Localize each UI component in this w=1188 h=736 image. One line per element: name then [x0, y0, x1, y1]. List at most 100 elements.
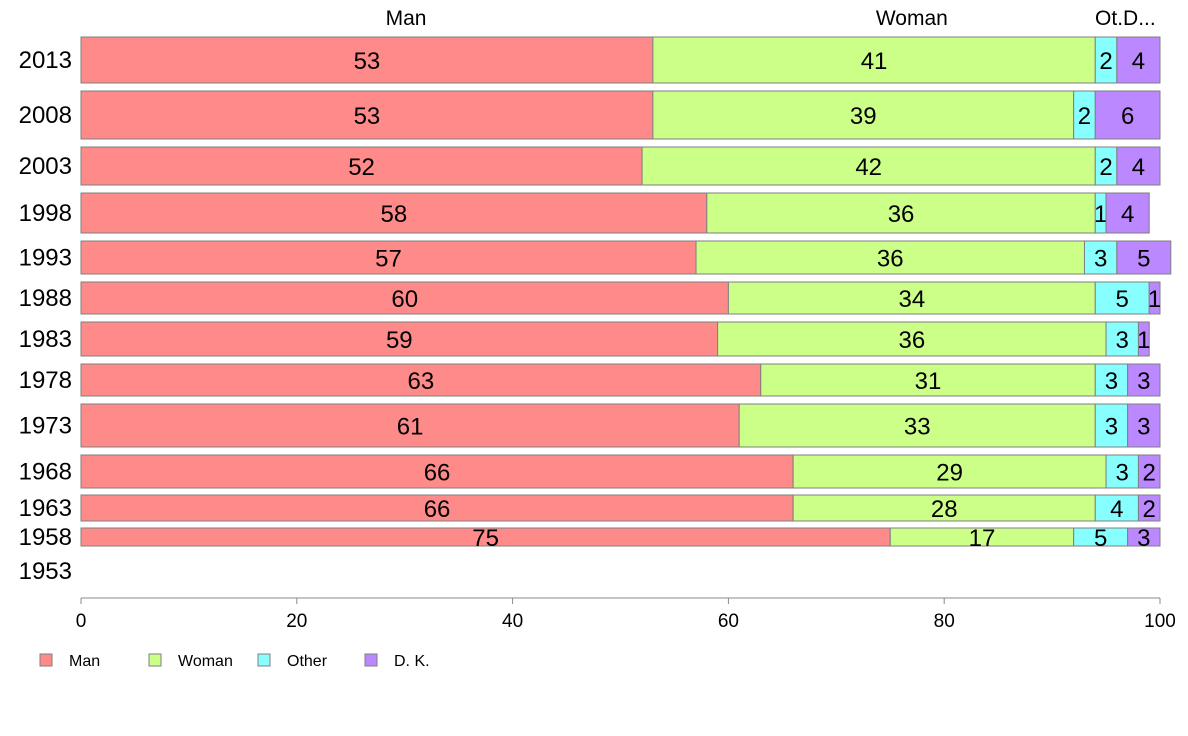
data-label-2013-dk: 4: [1132, 48, 1145, 75]
x-tick-label-40: 40: [502, 611, 523, 632]
bar-1983-dk: [1137, 321, 1150, 357]
data-label-1973-woman: 33: [904, 414, 931, 441]
data-label-1988-other: 5: [1116, 286, 1129, 313]
data-label-1993-man: 57: [375, 246, 402, 273]
bar-2008-woman: [652, 90, 1075, 140]
bar-1973-dk: [1127, 403, 1161, 448]
bar-1998-dk: [1105, 192, 1150, 234]
year-label-2013: 2013: [19, 47, 72, 74]
data-label-1958-man: 75: [472, 525, 499, 552]
data-label-1973-dk: 3: [1137, 414, 1150, 441]
bar-1993-man: [80, 240, 697, 275]
bar-2008-man: [80, 90, 654, 140]
data-label-1978-woman: 31: [915, 368, 942, 395]
bar-1958-dk: [1127, 527, 1161, 547]
data-label-2013-woman: 41: [861, 48, 888, 75]
year-label-1953: 1953: [19, 558, 72, 585]
data-label-1968-other: 3: [1116, 460, 1129, 487]
bar-1988-dk: [1148, 281, 1161, 315]
x-tick-label-0: 0: [76, 611, 87, 632]
year-label-1968: 1968: [19, 459, 72, 486]
legend-label-woman: Woman: [178, 653, 233, 670]
bar-1998-woman: [706, 192, 1096, 234]
bar-2013-man: [80, 36, 654, 84]
column-header-ot-d: Ot.D...: [1095, 7, 1156, 30]
data-label-2008-woman: 39: [850, 103, 877, 130]
bar-1968-other: [1105, 454, 1139, 489]
bar-1968-dk: [1137, 454, 1161, 489]
bar-2013-dk: [1116, 36, 1161, 84]
bar-2003-man: [80, 146, 643, 186]
x-tick-label-80: 80: [934, 611, 955, 632]
legend-label-other: Other: [287, 653, 328, 670]
bar-1963-woman: [792, 494, 1096, 522]
bar-1983-woman: [717, 321, 1107, 357]
bar-1993-other: [1083, 240, 1118, 275]
bar-1973-other: [1094, 403, 1129, 448]
bar-1963-man: [80, 494, 794, 522]
year-label-2003: 2003: [19, 153, 72, 180]
column-header-woman: Woman: [876, 7, 948, 30]
legend-swatch-woman: [148, 653, 162, 667]
data-label-1993-woman: 36: [877, 246, 904, 273]
legend-label-dk: D. K.: [394, 653, 430, 670]
bar-1978-dk: [1127, 363, 1161, 397]
data-label-2003-dk: 4: [1132, 154, 1145, 181]
data-label-1988-man: 60: [391, 286, 418, 313]
bar-2003-dk: [1116, 146, 1161, 186]
year-label-2008: 2008: [19, 102, 72, 129]
data-label-1963-woman: 28: [931, 496, 958, 523]
data-label-2003-woman: 42: [855, 154, 882, 181]
bar-1973-man: [80, 403, 740, 448]
bar-1978-woman: [760, 363, 1096, 397]
data-label-1983-dk: 1: [1137, 327, 1150, 354]
data-label-1963-dk: 2: [1143, 496, 1156, 523]
bar-1983-other: [1105, 321, 1139, 357]
bar-1988-other: [1094, 281, 1150, 315]
data-label-2013-man: 53: [354, 48, 381, 75]
bar-1978-man: [80, 363, 762, 397]
data-label-1968-man: 66: [424, 460, 451, 487]
data-label-2003-other: 2: [1099, 154, 1112, 181]
bar-1968-woman: [792, 454, 1107, 489]
data-label-1973-other: 3: [1105, 414, 1118, 441]
x-tick-label-60: 60: [718, 611, 739, 632]
year-label-1993: 1993: [19, 245, 72, 272]
data-label-1998-other: 1: [1094, 201, 1107, 228]
year-label-1973: 1973: [19, 413, 72, 440]
column-header-man: Man: [386, 7, 427, 30]
bar-1963-other: [1094, 494, 1139, 522]
bar-1968-man: [80, 454, 794, 489]
year-label-1983: 1983: [19, 326, 72, 353]
data-label-1988-woman: 34: [898, 286, 925, 313]
bar-1983-man: [80, 321, 719, 357]
bar-1978-other: [1094, 363, 1129, 397]
data-label-1968-dk: 2: [1143, 460, 1156, 487]
data-label-1993-other: 3: [1094, 246, 1107, 273]
legend-swatch-dk: [364, 653, 378, 667]
data-label-1983-man: 59: [386, 327, 413, 354]
year-label-1978: 1978: [19, 367, 72, 394]
bar-1993-dk: [1116, 240, 1172, 275]
year-label-1963: 1963: [19, 495, 72, 522]
legend-label-man: Man: [69, 653, 100, 670]
data-label-1998-woman: 36: [888, 201, 915, 228]
data-label-1978-dk: 3: [1137, 368, 1150, 395]
data-label-1978-other: 3: [1105, 368, 1118, 395]
data-label-1958-dk: 3: [1137, 525, 1150, 552]
data-label-1968-woman: 29: [936, 460, 963, 487]
data-label-1978-man: 63: [408, 368, 435, 395]
bar-1993-woman: [695, 240, 1085, 275]
data-label-1993-dk: 5: [1137, 246, 1150, 273]
bar-1988-woman: [727, 281, 1096, 315]
year-label-1988: 1988: [19, 285, 72, 312]
bar-1998-man: [80, 192, 708, 234]
data-label-1958-woman: 17: [969, 525, 996, 552]
data-label-1958-other: 5: [1094, 525, 1107, 552]
x-tick-label-100: 100: [1144, 611, 1176, 632]
bar-1963-dk: [1137, 494, 1161, 522]
legend-swatch-man: [39, 653, 53, 667]
data-label-1983-other: 3: [1116, 327, 1129, 354]
data-label-2003-man: 52: [348, 154, 375, 181]
